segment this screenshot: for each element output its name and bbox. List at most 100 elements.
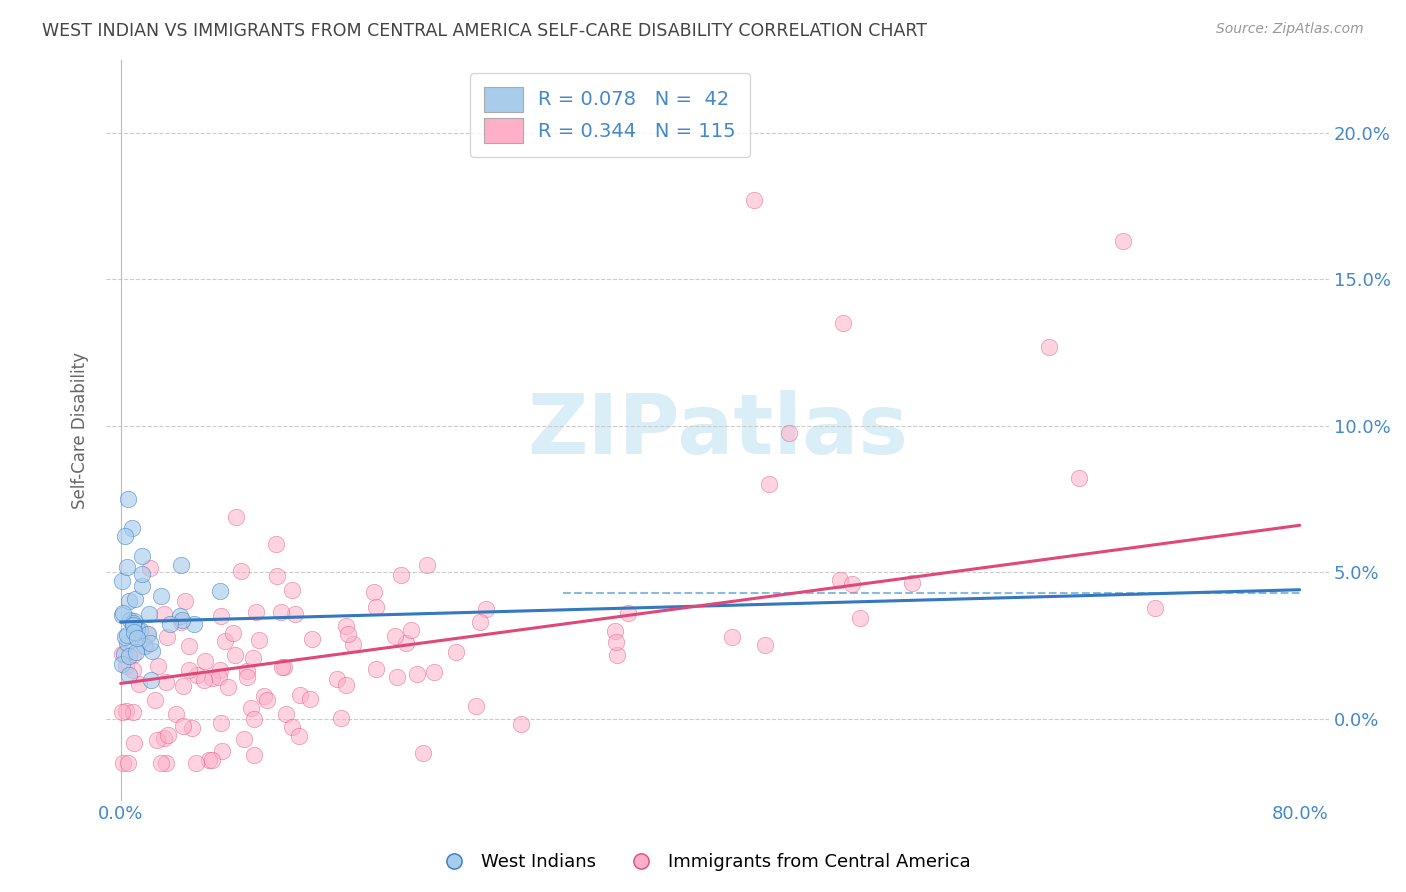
Point: [224, 648, 246, 662]
Text: ZIPatlas: ZIPatlas: [527, 390, 908, 471]
Legend: West Indians, Immigrants from Central America: West Indians, Immigrants from Central Am…: [429, 847, 977, 879]
Point: [128, 624, 150, 638]
Point: [155, 756, 177, 770]
Point: [605, 634, 627, 648]
Point: [165, 706, 187, 721]
Point: [240, 701, 263, 715]
Point: [721, 630, 744, 644]
Point: [111, 608, 134, 623]
Point: [363, 584, 385, 599]
Point: [744, 193, 766, 207]
Point: [236, 670, 259, 684]
Point: [159, 617, 181, 632]
Point: [395, 636, 418, 650]
Point: [465, 699, 488, 714]
Point: [366, 663, 388, 677]
Point: [127, 632, 149, 646]
Point: [181, 721, 204, 735]
Point: [186, 668, 208, 682]
Point: [149, 589, 172, 603]
Point: [170, 615, 193, 629]
Point: [233, 731, 256, 746]
Point: [138, 627, 160, 641]
Point: [256, 693, 278, 707]
Point: [298, 692, 321, 706]
Point: [841, 577, 863, 591]
Point: [266, 569, 288, 583]
Point: [364, 599, 387, 614]
Point: [901, 576, 924, 591]
Point: [831, 316, 853, 330]
Point: [115, 635, 138, 649]
Point: [117, 756, 139, 770]
Point: [153, 607, 176, 621]
Point: [157, 728, 180, 742]
Point: [1038, 340, 1060, 354]
Point: [415, 558, 437, 572]
Point: [115, 659, 138, 673]
Point: [139, 636, 162, 650]
Point: [112, 606, 135, 620]
Point: [145, 692, 167, 706]
Point: [131, 579, 153, 593]
Point: [112, 647, 135, 661]
Point: [174, 593, 197, 607]
Point: [125, 626, 148, 640]
Point: [211, 743, 233, 757]
Point: [172, 719, 194, 733]
Text: WEST INDIAN VS IMMIGRANTS FROM CENTRAL AMERICA SELF-CARE DISABILITY CORRELATION : WEST INDIAN VS IMMIGRANTS FROM CENTRAL A…: [42, 22, 927, 40]
Point: [111, 756, 134, 770]
Point: [131, 549, 153, 563]
Point: [125, 622, 148, 636]
Point: [149, 756, 172, 770]
Point: [229, 564, 252, 578]
Point: [117, 668, 139, 682]
Point: [138, 607, 160, 622]
Point: [389, 568, 412, 582]
Point: [117, 491, 139, 506]
Point: [754, 638, 776, 652]
Point: [330, 711, 353, 725]
Point: [194, 654, 217, 668]
Point: [208, 670, 231, 684]
Text: Source: ZipAtlas.com: Source: ZipAtlas.com: [1216, 22, 1364, 37]
Point: [271, 660, 294, 674]
Point: [122, 616, 145, 631]
Point: [198, 753, 221, 767]
Point: [1144, 600, 1167, 615]
Point: [169, 609, 191, 624]
Point: [134, 640, 156, 654]
Point: [122, 615, 145, 629]
Point: [124, 625, 146, 640]
Point: [264, 537, 287, 551]
Point: [606, 648, 628, 662]
Point: [114, 630, 136, 644]
Point: [209, 608, 232, 623]
Point: [470, 615, 492, 630]
Point: [209, 715, 232, 730]
Point: [236, 664, 259, 678]
Point: [125, 645, 148, 659]
Point: [170, 558, 193, 572]
Point: [280, 720, 302, 734]
Point: [1112, 234, 1135, 248]
Point: [603, 624, 626, 638]
Point: [139, 673, 162, 687]
Point: [385, 670, 408, 684]
Point: [758, 477, 780, 491]
Point: [152, 731, 174, 746]
Point: [111, 705, 134, 719]
Point: [335, 678, 357, 692]
Point: [242, 651, 264, 665]
Point: [849, 611, 872, 625]
Point: [120, 613, 142, 627]
Point: [172, 679, 194, 693]
Point: [193, 673, 215, 687]
Y-axis label: Self-Care Disability: Self-Care Disability: [72, 351, 89, 508]
Point: [247, 632, 270, 647]
Point: [336, 627, 359, 641]
Point: [138, 561, 160, 575]
Point: [124, 591, 146, 606]
Point: [121, 617, 143, 632]
Point: [131, 567, 153, 582]
